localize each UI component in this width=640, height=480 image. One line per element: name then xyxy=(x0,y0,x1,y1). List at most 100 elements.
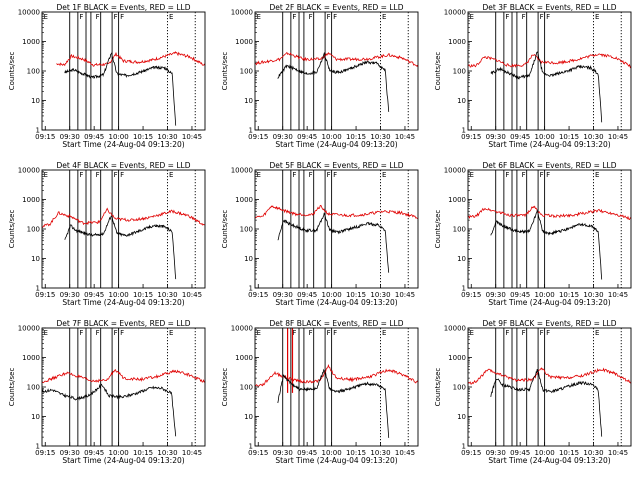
panel-title: Det 7F BLACK = Events, RED = LLD xyxy=(57,319,191,328)
y-tick-label: 1 xyxy=(249,127,253,135)
top-label: F xyxy=(96,171,100,179)
x-tick-label: 10:30 xyxy=(583,449,603,457)
x-tick-label: 10:45 xyxy=(608,133,628,141)
x-tick-label: 09:45 xyxy=(510,449,530,457)
x-tick-label: 10:15 xyxy=(346,291,366,299)
top-label: F xyxy=(333,13,337,21)
y-tick-label: 1000 xyxy=(448,38,466,46)
x-tick-label: 10:30 xyxy=(370,291,390,299)
panel-title: Det 3F BLACK = Events, RED = LLD xyxy=(483,3,617,12)
top-label: F xyxy=(505,171,509,179)
x-tick-label: 09:45 xyxy=(510,291,530,299)
x-tick-label: 09:45 xyxy=(297,291,317,299)
top-label: F xyxy=(327,329,331,337)
y-tick-label: 1000 xyxy=(22,196,40,204)
events-series-line xyxy=(490,369,603,437)
y-tick-label: 1000 xyxy=(235,38,253,46)
y-axis-label: Counts/sec xyxy=(8,210,16,249)
x-tick-label: 10:00 xyxy=(109,291,129,299)
y-tick-label: 10000 xyxy=(231,325,253,333)
y-tick-label: 10 xyxy=(31,97,40,105)
x-tick-label: 10:15 xyxy=(133,291,153,299)
x-tick-label: 09:30 xyxy=(273,291,293,299)
top-label: F xyxy=(333,329,337,337)
events-series-line xyxy=(490,51,603,123)
x-tick-label: 10:15 xyxy=(559,449,579,457)
y-axis-label: Counts/sec xyxy=(8,52,16,91)
x-tick-label: 10:15 xyxy=(559,291,579,299)
x-axis-label: Start Time (24-Aug-04 09:13:20) xyxy=(62,298,184,307)
plot-frame xyxy=(467,169,632,289)
top-label: F xyxy=(540,329,544,337)
x-tick-label: 10:45 xyxy=(395,133,415,141)
x-tick-label: 09:45 xyxy=(84,291,104,299)
x-tick-label: 10:45 xyxy=(608,291,628,299)
top-label: E xyxy=(382,329,386,337)
y-tick-label: 10 xyxy=(457,255,466,263)
lld-series-line xyxy=(467,205,632,220)
x-tick-label: 10:45 xyxy=(182,291,202,299)
y-tick-label: 10000 xyxy=(231,9,253,17)
top-label: E xyxy=(44,171,48,179)
top-label: F xyxy=(540,13,544,21)
y-tick-label: 1 xyxy=(249,443,253,451)
top-label: F xyxy=(292,329,296,337)
top-label: E xyxy=(169,171,173,179)
x-tick-label: 10:30 xyxy=(583,291,603,299)
y-axis-label: Counts/sec xyxy=(434,210,442,249)
x-tick-label: 09:15 xyxy=(248,291,268,299)
top-label: F xyxy=(522,13,526,21)
y-tick-label: 10 xyxy=(31,413,40,421)
top-label: F xyxy=(546,13,550,21)
x-tick-label: 10:15 xyxy=(133,133,153,141)
top-label: E xyxy=(169,329,173,337)
y-tick-label: 1000 xyxy=(22,38,40,46)
top-label: F xyxy=(546,329,550,337)
top-label: F xyxy=(292,13,296,21)
y-axis-label: Counts/sec xyxy=(434,368,442,407)
top-label: F xyxy=(540,171,544,179)
y-tick-label: 1 xyxy=(462,127,466,135)
lld-series-line xyxy=(254,204,419,219)
top-label: F xyxy=(114,171,118,179)
x-tick-label: 09:30 xyxy=(273,133,293,141)
y-tick-label: 10000 xyxy=(18,9,40,17)
x-axis-label: Start Time (24-Aug-04 09:13:20) xyxy=(488,298,610,307)
y-tick-label: 1000 xyxy=(448,196,466,204)
x-tick-label: 09:30 xyxy=(273,449,293,457)
y-tick-label: 10000 xyxy=(444,325,466,333)
y-tick-label: 10 xyxy=(244,97,253,105)
y-axis-label: Counts/sec xyxy=(221,210,229,249)
top-label: F xyxy=(120,171,124,179)
y-tick-label: 10 xyxy=(457,413,466,421)
x-axis-label: Start Time (24-Aug-04 09:13:20) xyxy=(62,140,184,149)
x-tick-label: 09:15 xyxy=(248,449,268,457)
top-label: F xyxy=(522,329,526,337)
x-axis-label: Start Time (24-Aug-04 09:13:20) xyxy=(275,140,397,149)
y-tick-label: 100 xyxy=(27,68,40,76)
lld-series-line xyxy=(41,207,206,228)
top-label: F xyxy=(327,13,331,21)
panel-title: Det 2F BLACK = Events, RED = LLD xyxy=(270,3,404,12)
x-tick-label: 10:30 xyxy=(370,449,390,457)
x-tick-label: 09:15 xyxy=(461,291,481,299)
top-label: E xyxy=(257,171,261,179)
plot-frame xyxy=(467,327,632,447)
y-tick-label: 1000 xyxy=(235,354,253,362)
y-tick-label: 10000 xyxy=(18,325,40,333)
y-tick-label: 10 xyxy=(244,255,253,263)
top-label: E xyxy=(470,13,474,21)
top-label: E xyxy=(44,13,48,21)
y-tick-label: 10000 xyxy=(18,167,40,175)
top-label: F xyxy=(309,13,313,21)
x-axis-label: Start Time (24-Aug-04 09:13:20) xyxy=(275,456,397,465)
plot-frame xyxy=(254,169,419,289)
x-axis-label: Start Time (24-Aug-04 09:13:20) xyxy=(488,456,610,465)
x-tick-label: 10:00 xyxy=(109,133,129,141)
top-label: F xyxy=(79,171,83,179)
y-axis-label: Counts/sec xyxy=(221,52,229,91)
